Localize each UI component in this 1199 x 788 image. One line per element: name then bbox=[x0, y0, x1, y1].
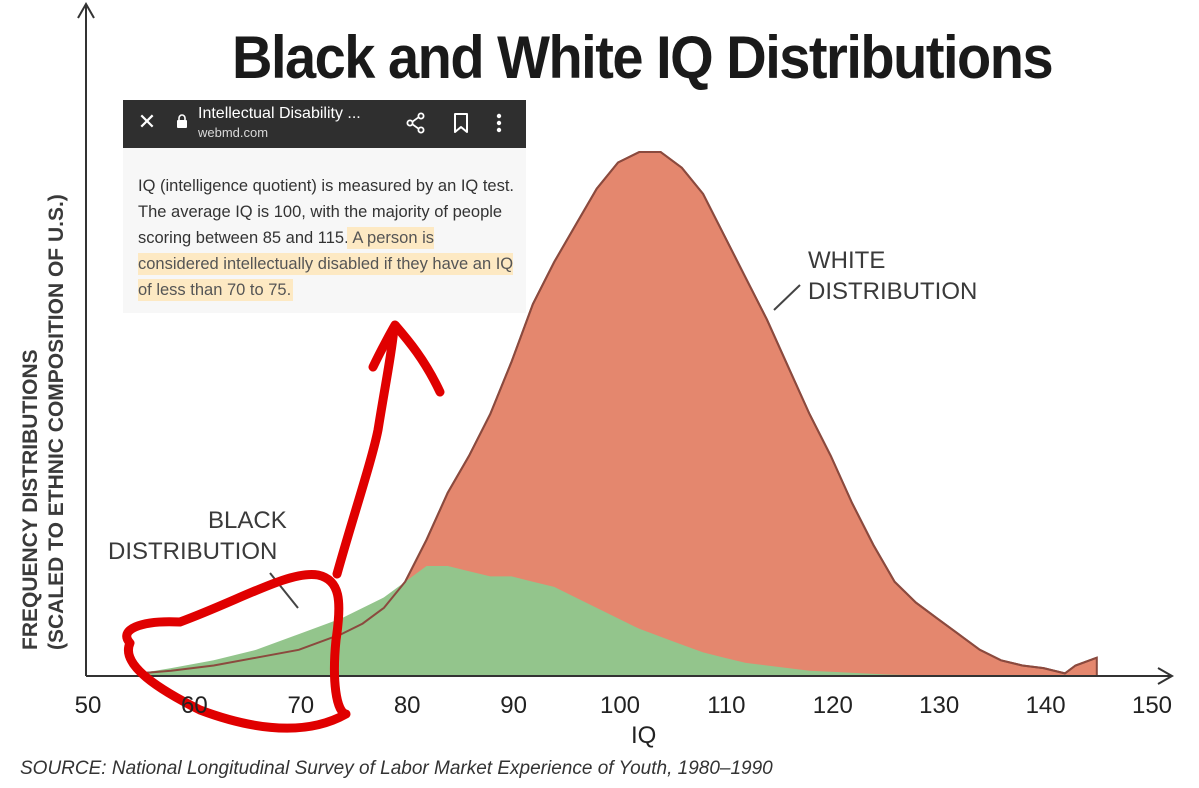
chart-title: Black and White IQ Distributions bbox=[232, 23, 1054, 92]
red-circle-annotation bbox=[122, 569, 351, 733]
x-tick-80: 80 bbox=[393, 692, 421, 719]
x-tick-120: 120 bbox=[812, 692, 853, 719]
more-options-icon[interactable] bbox=[495, 112, 503, 134]
source-text: National Longitudinal Survey of Labor Ma… bbox=[111, 758, 773, 779]
x-tick-70: 70 bbox=[287, 692, 315, 719]
lock-icon bbox=[177, 114, 187, 128]
source-note: SOURCE: National Longitudinal Survey of … bbox=[20, 758, 773, 780]
x-axis-arrow bbox=[1157, 667, 1175, 685]
bookmark-icon[interactable] bbox=[453, 113, 469, 133]
close-icon[interactable]: ✕ bbox=[137, 109, 157, 134]
y-axis-label: FREQUENCY DISTRIBUTIONS (SCALED TO ETHNI… bbox=[18, 194, 70, 650]
white-distribution-line bbox=[139, 151, 1098, 675]
red-arrow-shaft bbox=[332, 323, 399, 579]
webmd-popup: ✕ Intellectual Disability ... webmd.com … bbox=[123, 100, 526, 313]
x-tick-130: 130 bbox=[919, 692, 960, 719]
black-distribution-label-line1: BLACK bbox=[208, 507, 287, 534]
black-distribution-label-line2: DISTRIBUTION bbox=[108, 538, 278, 565]
share-icon[interactable] bbox=[405, 112, 427, 134]
x-tick-90: 90 bbox=[500, 692, 527, 719]
x-tick-100: 100 bbox=[599, 692, 641, 719]
white-leader-line bbox=[773, 284, 801, 311]
popup-toolbar: ✕ Intellectual Disability ... webmd.com bbox=[123, 100, 526, 148]
axes bbox=[77, 1, 1175, 685]
x-tick-150: 150 bbox=[1131, 692, 1173, 719]
popup-url[interactable]: webmd.com bbox=[198, 125, 269, 140]
x-tick-140: 140 bbox=[1025, 692, 1066, 719]
x-tick-50: 50 bbox=[74, 692, 102, 719]
y-axis-arrow bbox=[77, 1, 95, 19]
red-arrow-head bbox=[368, 320, 445, 397]
x-axis-label: IQ bbox=[631, 722, 657, 749]
popup-body-text: IQ (intelligence quotient) is measured b… bbox=[138, 173, 518, 303]
x-tick-60: 60 bbox=[181, 692, 208, 719]
white-label-line2: DISTRIBUTION bbox=[808, 278, 978, 305]
popup-page-title[interactable]: Intellectual Disability ... bbox=[198, 105, 361, 122]
x-tick-110: 110 bbox=[707, 692, 746, 719]
popup-text-plain: IQ (intelligence quotient) is measured b… bbox=[138, 177, 515, 247]
red-annotations bbox=[122, 320, 445, 733]
white-distribution-label: WHITE DISTRIBUTION bbox=[808, 245, 977, 307]
y-axis-label-line1: FREQUENCY DISTRIBUTIONS bbox=[19, 349, 42, 650]
white-label-line1: WHITE bbox=[808, 247, 886, 274]
source-prefix: SOURCE: bbox=[20, 758, 107, 779]
y-axis-label-line2: (SCALED TO ETHNIC COMPOSITION OF U.S.) bbox=[45, 194, 68, 650]
